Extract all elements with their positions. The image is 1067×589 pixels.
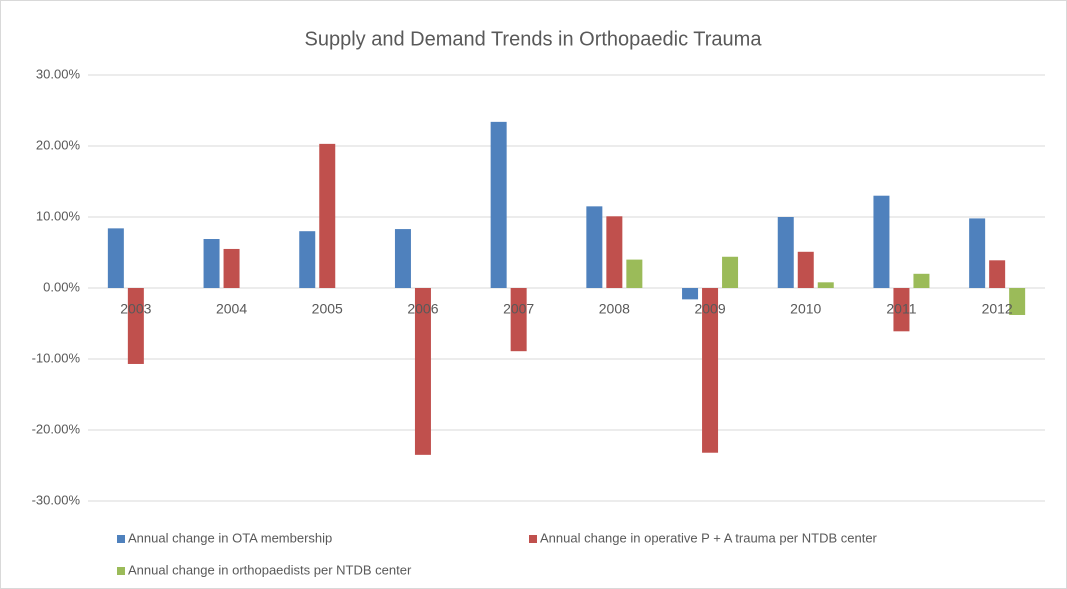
bar bbox=[797, 251, 814, 288]
bar bbox=[107, 228, 124, 288]
x-tick-label: 2009 bbox=[694, 301, 725, 317]
legend-swatch bbox=[529, 535, 537, 543]
legend-swatch bbox=[117, 535, 125, 543]
bar bbox=[490, 121, 507, 288]
bar bbox=[203, 239, 220, 288]
y-tick-label: 30.00% bbox=[36, 66, 81, 81]
bar bbox=[626, 259, 643, 288]
x-tick-label: 2006 bbox=[407, 301, 438, 317]
bar bbox=[777, 217, 794, 288]
y-tick-label: 0.00% bbox=[43, 279, 80, 294]
bar bbox=[873, 195, 890, 288]
x-tick-label: 2004 bbox=[216, 301, 247, 317]
legend-label: Annual change in OTA membership bbox=[128, 530, 332, 545]
bar bbox=[394, 229, 411, 288]
bar bbox=[913, 273, 930, 288]
y-tick-label: -10.00% bbox=[32, 350, 81, 365]
y-tick-label: 10.00% bbox=[36, 208, 81, 223]
bar bbox=[969, 218, 986, 288]
bar bbox=[817, 282, 834, 288]
legend-swatch bbox=[117, 567, 125, 575]
legend-label: Annual change in operative P + A trauma … bbox=[540, 530, 878, 545]
x-tick-label: 2007 bbox=[503, 301, 534, 317]
x-tick-label: 2003 bbox=[120, 301, 151, 317]
y-tick-label: -20.00% bbox=[32, 421, 81, 436]
bar bbox=[893, 288, 910, 332]
bar bbox=[606, 216, 623, 288]
x-tick-label: 2008 bbox=[599, 301, 630, 317]
legend-label: Annual change in orthopaedists per NTDB … bbox=[128, 562, 412, 577]
bar bbox=[722, 256, 739, 288]
bar bbox=[510, 288, 527, 352]
y-tick-label: -30.00% bbox=[32, 492, 81, 507]
bar bbox=[414, 288, 431, 455]
bar bbox=[702, 288, 719, 453]
bar bbox=[989, 260, 1006, 288]
bar bbox=[223, 248, 240, 288]
bar bbox=[1009, 288, 1026, 315]
bar bbox=[682, 288, 699, 300]
bar bbox=[586, 206, 603, 288]
y-tick-label: 20.00% bbox=[36, 137, 81, 152]
bar bbox=[127, 288, 144, 364]
x-tick-label: 2012 bbox=[982, 301, 1013, 317]
bar bbox=[299, 231, 316, 288]
x-tick-label: 2011 bbox=[886, 301, 916, 317]
x-tick-label: 2010 bbox=[790, 301, 821, 317]
chart-title: Supply and Demand Trends in Orthopaedic … bbox=[305, 28, 763, 50]
bar bbox=[319, 143, 336, 288]
x-tick-label: 2005 bbox=[312, 301, 343, 317]
